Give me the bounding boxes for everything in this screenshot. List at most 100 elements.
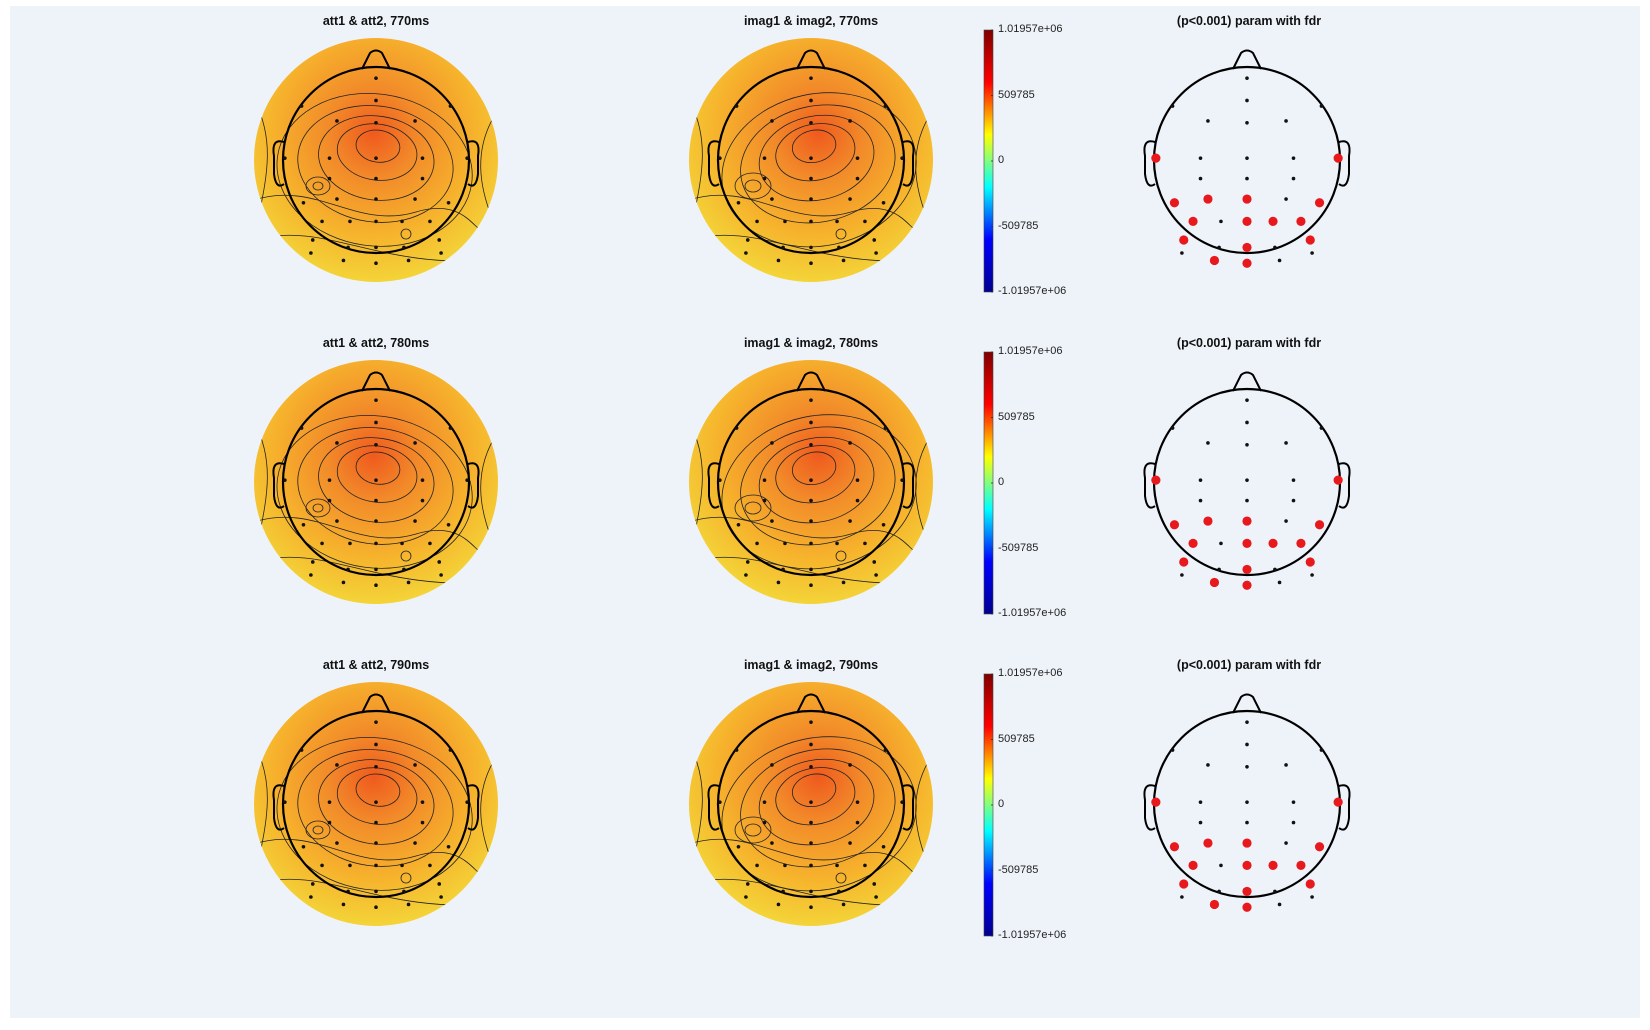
electrode-dot (439, 895, 443, 899)
electrode-dot (374, 197, 378, 201)
electrode-dot (1198, 478, 1203, 482)
electrode-dot (809, 398, 813, 402)
electrode-dot (809, 720, 813, 724)
stat-title: (p<0.001) param with fdr (1176, 336, 1322, 350)
topomap-left-ear (272, 140, 285, 187)
significant-channel-marker (1305, 557, 1315, 567)
electrode-dot (1245, 398, 1249, 402)
att-title: att1 & att2, 790ms (322, 658, 430, 672)
electrode-dot (855, 498, 860, 503)
electrode-dot (809, 765, 813, 769)
topomap-right-ear (902, 784, 915, 831)
electrode-dot (744, 251, 748, 255)
electrode-dot (1277, 902, 1282, 907)
significant-channel-marker (1203, 838, 1213, 848)
electrode-dot (809, 478, 813, 482)
electrode-dot (374, 889, 378, 894)
electrode-dot (374, 443, 378, 447)
electrode-dot (835, 541, 839, 546)
significant-channel-marker (1203, 194, 1213, 204)
electrode-dot (309, 251, 313, 255)
electrode-dot (809, 156, 813, 160)
electrode-dot (1219, 863, 1223, 868)
significant-channel-marker (1188, 216, 1198, 226)
significant-channel-marker (1333, 797, 1343, 807)
electrode-dot (809, 76, 813, 80)
electrode-dot (335, 119, 339, 123)
significant-channel-marker (1314, 198, 1325, 208)
electrode-dot (374, 863, 378, 868)
colorbar-tick-label: 0 (998, 798, 1005, 810)
electrode-dot (809, 800, 813, 804)
electrode-dot (335, 441, 339, 445)
electrode-dot (1170, 426, 1175, 430)
electrode-dot (809, 583, 813, 588)
significant-channel-marker (1242, 838, 1252, 848)
electrode-dot (900, 478, 904, 482)
electrode-dot (863, 863, 867, 868)
electrode-dot (837, 245, 841, 250)
topomap-nose (796, 693, 826, 714)
electrode-dot (309, 895, 313, 899)
electrode-dot (374, 905, 378, 910)
electrode-dot (1245, 176, 1249, 181)
electrode-dot (327, 176, 332, 181)
electrode-dot (736, 844, 741, 849)
electrode-dot (348, 863, 352, 868)
electrode-dot (718, 478, 722, 482)
electrode-dot (1245, 443, 1249, 447)
electrode-dot (809, 245, 813, 250)
electrode-dot (1284, 119, 1288, 123)
electrode-dot (320, 219, 324, 224)
topomap-right-ear (467, 462, 480, 509)
electrode-dot (1245, 121, 1249, 125)
electrode-dot (283, 800, 287, 804)
electrode-dot (283, 156, 287, 160)
electrode-dot (1284, 763, 1288, 767)
electrode-dot (872, 238, 877, 242)
colorbar-tick-label: -1.01957e+06 (998, 929, 1067, 941)
electrode-dot (835, 863, 839, 868)
electrode-dot (809, 820, 813, 825)
stat-headmap (1143, 49, 1351, 268)
electrode-dot (374, 800, 378, 804)
electrode-dot (762, 498, 767, 503)
electrode-dot (374, 720, 378, 724)
electrode-dot (762, 820, 767, 825)
significant-channel-marker (1333, 475, 1343, 485)
electrode-dot (744, 573, 748, 577)
electrode-dot (1170, 104, 1175, 108)
electrode-dot (809, 98, 813, 103)
electrode-dot (1273, 245, 1277, 250)
topomap-right-ear (902, 462, 915, 509)
electrode-dot (809, 420, 813, 425)
electrode-dot (718, 156, 722, 160)
electrode-dot (809, 261, 813, 266)
electrode-dot (1217, 245, 1221, 250)
topomap-head-circle (716, 387, 906, 577)
electrode-dot (855, 176, 860, 181)
topomap-left-ear (707, 140, 720, 187)
imag-topomap (689, 38, 933, 282)
significant-channel-marker (1242, 860, 1252, 870)
colorbar-tick-label: 1.01957e+06 (998, 345, 1063, 357)
electrode-dot (883, 426, 888, 430)
electrode-dot (1291, 156, 1296, 160)
electrode-dot (327, 820, 332, 825)
electrode-dot (413, 519, 417, 523)
stat-left-ear (1143, 784, 1156, 831)
topomap-head-circle (281, 709, 471, 899)
electrode-dot (335, 197, 339, 201)
significant-channel-marker (1296, 216, 1306, 226)
topomap-right-ear (467, 140, 480, 187)
colorbar-tick-label: -509785 (998, 219, 1039, 232)
electrode-dot (874, 573, 878, 577)
topomap-fill (689, 360, 933, 604)
electrode-dot (400, 219, 404, 224)
electrode-dot (848, 763, 852, 767)
electrode-dot (327, 156, 332, 160)
electrode-dot (1277, 258, 1282, 263)
electrode-dot (874, 895, 878, 899)
electrode-dot (346, 245, 350, 250)
electrode-dot (374, 76, 378, 80)
